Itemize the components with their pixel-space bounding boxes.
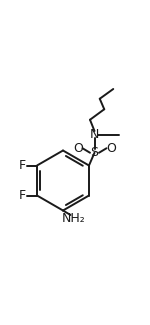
Text: F: F <box>19 189 26 202</box>
Text: N: N <box>90 128 99 141</box>
Text: O: O <box>106 142 116 155</box>
Text: O: O <box>73 142 83 155</box>
Text: F: F <box>19 159 26 172</box>
Text: NH₂: NH₂ <box>62 212 85 225</box>
Text: S: S <box>90 146 99 159</box>
